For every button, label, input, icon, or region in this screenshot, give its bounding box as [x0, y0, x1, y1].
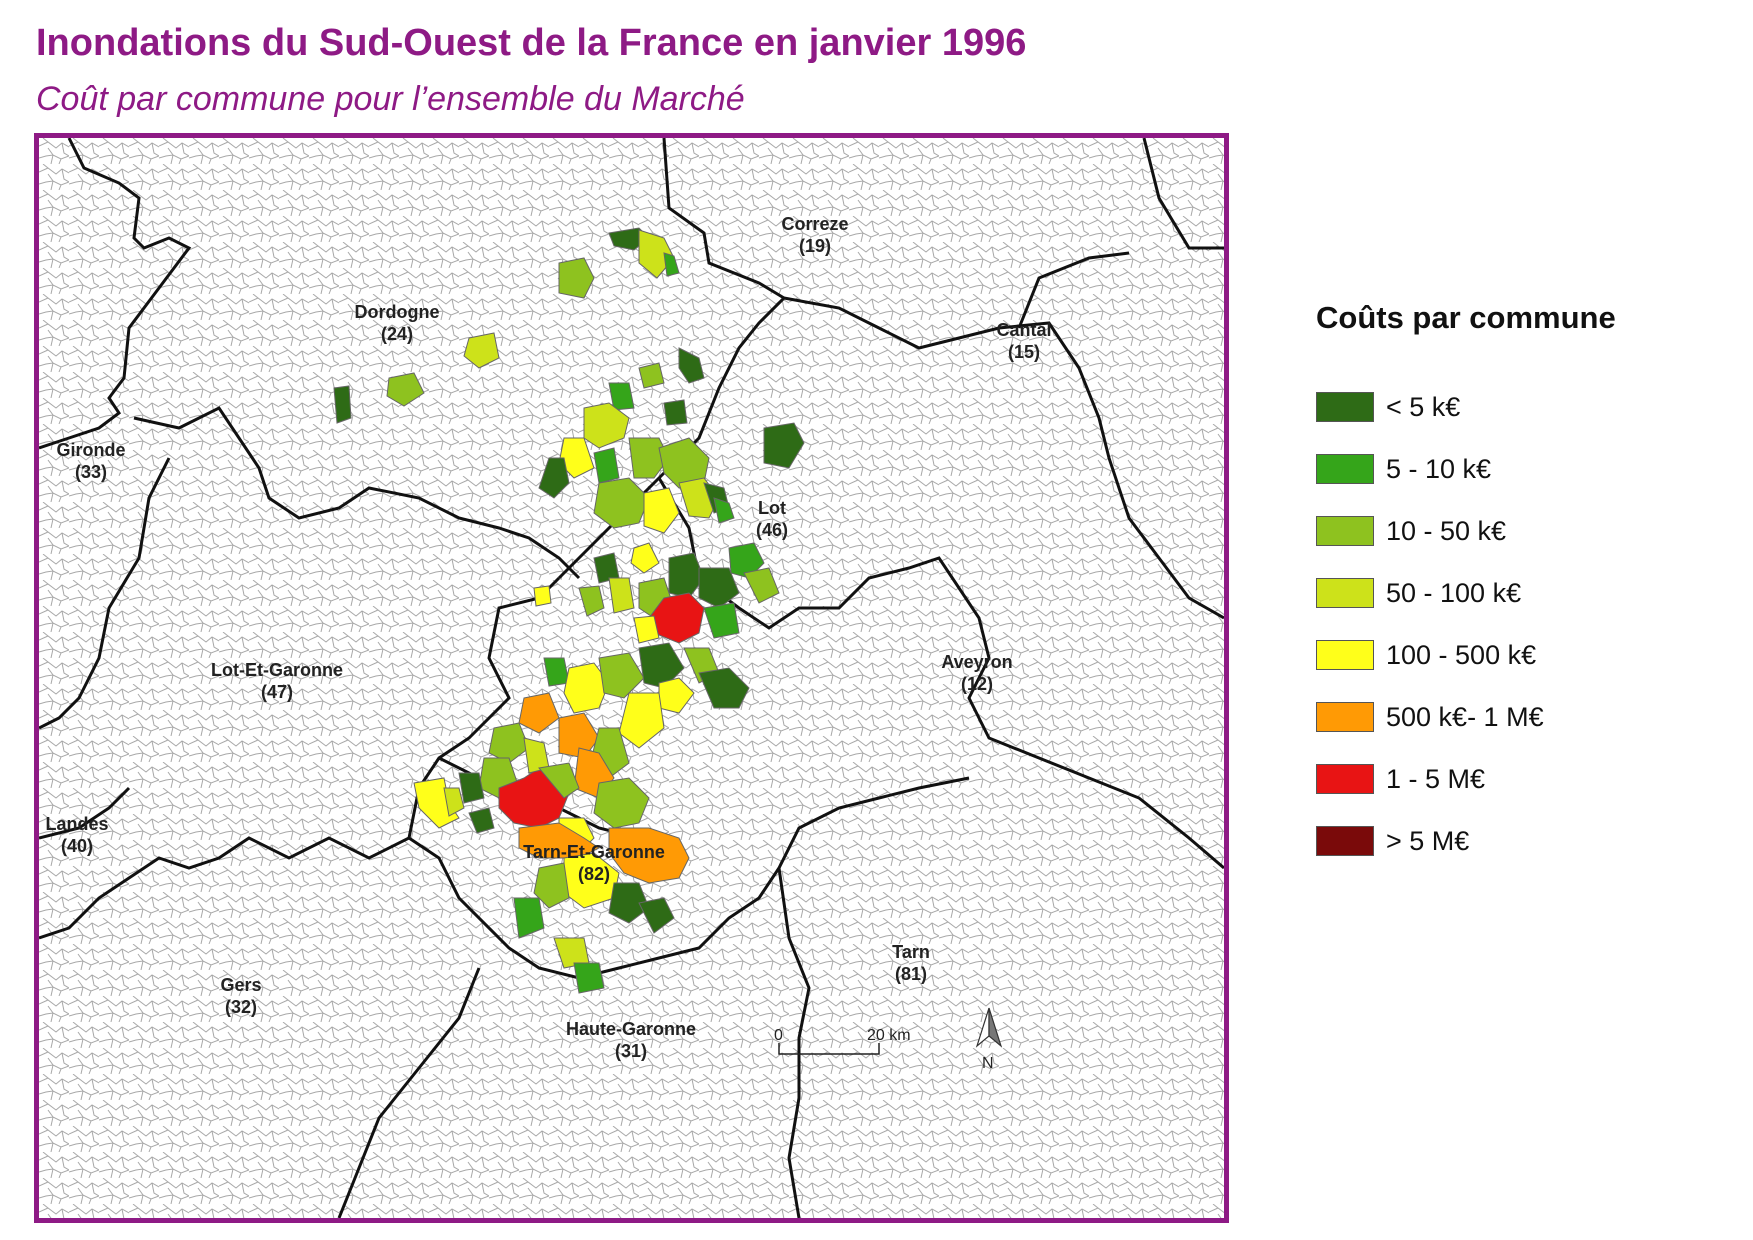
legend-swatch [1316, 578, 1374, 608]
legend-item: > 5 M€ [1316, 810, 1736, 872]
legend-swatch [1316, 516, 1374, 546]
map-canvas[interactable]: Correze (19) Dordogne (24) Cantal (15) G… [39, 138, 1224, 1218]
legend-item: < 5 k€ [1316, 376, 1736, 438]
scale-bar: 0 20 km [774, 1027, 911, 1055]
legend-swatch [1316, 640, 1374, 670]
legend-label: 100 - 500 k€ [1386, 639, 1537, 670]
legend-label: 50 - 100 k€ [1386, 577, 1522, 608]
department-boundaries [39, 138, 1224, 1218]
dept-code: (15) [1008, 342, 1040, 362]
dept-name: Aveyron [941, 652, 1012, 672]
north-label: N [982, 1055, 994, 1072]
affected-communes [333, 227, 805, 994]
dept-code: (24) [381, 324, 413, 344]
dept-name: Tarn-Et-Garonne [523, 842, 665, 862]
dept-name: Gers [220, 975, 261, 995]
legend-title: Coûts par commune [1316, 300, 1616, 335]
legend-label: 5 - 10 k€ [1386, 453, 1492, 484]
dept-name: Landes [45, 814, 108, 834]
dept-name: Lot-Et-Garonne [211, 660, 343, 680]
map-frame[interactable]: Correze (19) Dordogne (24) Cantal (15) G… [34, 133, 1229, 1223]
dept-name: Correze [781, 214, 848, 234]
legend-item: 50 - 100 k€ [1316, 562, 1736, 624]
legend-item: 5 - 10 k€ [1316, 438, 1736, 500]
legend-item: 500 k€- 1 M€ [1316, 686, 1736, 748]
scale-end-label: 20 km [867, 1027, 911, 1044]
dept-code: (82) [578, 864, 610, 884]
legend-item: 100 - 500 k€ [1316, 624, 1736, 686]
dept-code: (47) [261, 682, 293, 702]
legend: Coûts par commune < 5 k€ 5 - 10 k€ 10 - … [1316, 300, 1736, 872]
legend-label: 1 - 5 M€ [1386, 763, 1486, 794]
legend-label: < 5 k€ [1386, 391, 1461, 422]
legend-swatch [1316, 454, 1374, 484]
legend-label: > 5 M€ [1386, 825, 1470, 856]
dept-code: (19) [799, 236, 831, 256]
legend-swatch [1316, 702, 1374, 732]
legend-swatch [1316, 826, 1374, 856]
legend-label: 500 k€- 1 M€ [1386, 701, 1544, 732]
dept-name: Lot [758, 498, 786, 518]
legend-item: 10 - 50 k€ [1316, 500, 1736, 562]
dept-name: Cantal [996, 320, 1051, 340]
dept-code: (32) [225, 997, 257, 1017]
dept-code: (81) [895, 964, 927, 984]
map-subtitle: Coût par commune pour l’ensemble du Marc… [36, 80, 745, 118]
dept-code: (31) [615, 1041, 647, 1061]
map-title: Inondations du Sud-Ouest de la France en… [36, 22, 1027, 64]
legend-swatch [1316, 392, 1374, 422]
dept-name: Dordogne [355, 302, 440, 322]
department-labels: Correze (19) Dordogne (24) Cantal (15) G… [45, 214, 1051, 1061]
scale-start-label: 0 [774, 1027, 783, 1044]
dept-code: (46) [756, 520, 788, 540]
dept-code: (12) [961, 674, 993, 694]
legend-item: 1 - 5 M€ [1316, 748, 1736, 810]
dept-code: (33) [75, 462, 107, 482]
dept-name: Gironde [56, 440, 125, 460]
dept-name: Tarn [892, 942, 930, 962]
legend-swatch [1316, 764, 1374, 794]
dept-code: (40) [61, 836, 93, 856]
north-arrow-icon: N [975, 1007, 1003, 1072]
legend-label: 10 - 50 k€ [1386, 515, 1507, 546]
dept-name: Haute-Garonne [566, 1019, 696, 1039]
